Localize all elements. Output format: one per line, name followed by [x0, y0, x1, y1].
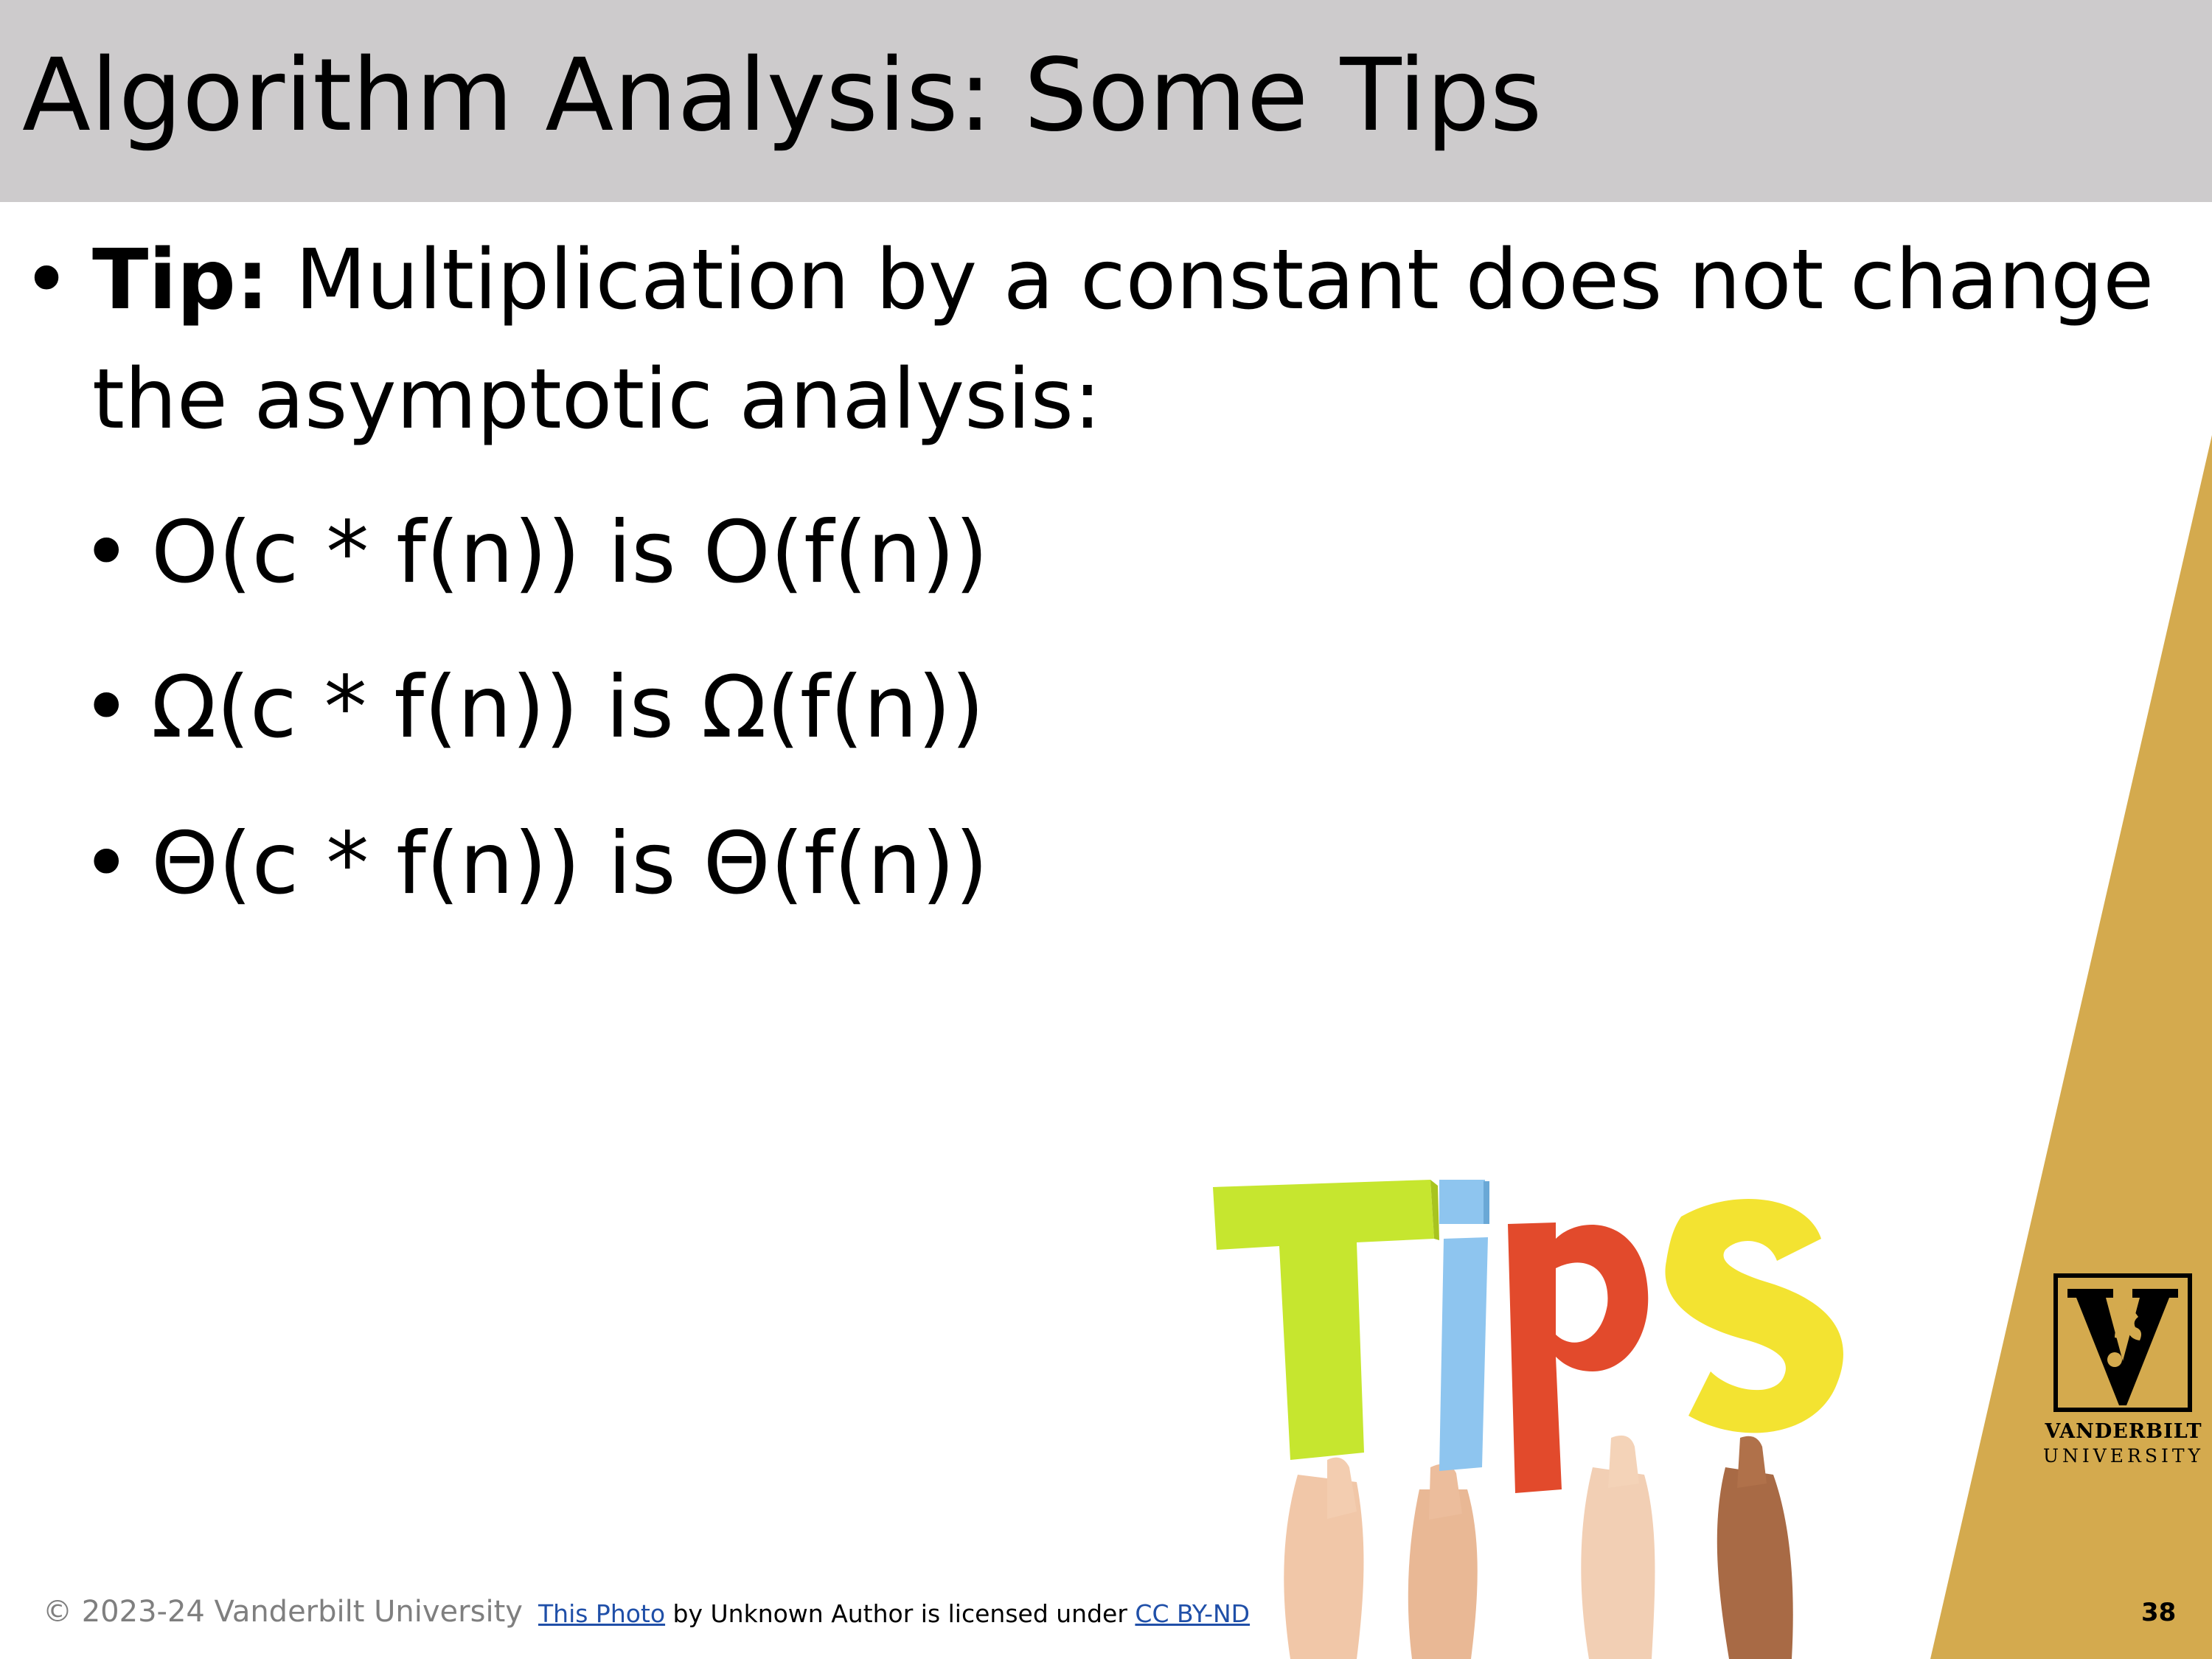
tip-text-line1: Multiplication by a constant does not ch…	[268, 232, 2154, 328]
sub-bullet-big-o: • O(c * f(n)) is O(f(n))	[81, 494, 988, 612]
sub-bullet-text: Ω(c * f(n)) is Ω(f(n))	[151, 658, 984, 757]
photo-credit: This Photo by Unknown Author is licensed…	[538, 1597, 1250, 1631]
sub-bullet-omega: • Ω(c * f(n)) is Ω(f(n))	[81, 649, 984, 767]
main-bullet: • Tip: Multiplication by a constant does …	[22, 221, 2154, 339]
tips-photo: T	[1213, 1180, 1843, 1659]
title-bar	[0, 0, 2212, 202]
footer-copyright: © 2023-24 Vanderbilt University	[43, 1595, 523, 1629]
sub-bullet-glyph: •	[81, 503, 132, 602]
sub-bullet-text: O(c * f(n)) is O(f(n))	[151, 503, 989, 602]
sub-bullet-glyph: •	[81, 658, 132, 757]
tip-text-line2: the asymptotic analysis:	[92, 352, 1102, 448]
credit-middle-text: by Unknown Author is licensed under	[665, 1599, 1135, 1628]
page-number: 38	[2141, 1598, 2177, 1627]
sub-bullet-glyph: •	[81, 814, 132, 914]
letter-t	[1213, 1180, 1439, 1460]
sub-bullet-theta: • Θ(c * f(n)) is Θ(f(n))	[81, 805, 988, 923]
letter-p	[1508, 1222, 1649, 1493]
vanderbilt-logo	[2053, 1273, 2192, 1412]
logo-text-university: UNIVERSITY	[2042, 1445, 2205, 1467]
sub-bullet-text: Θ(c * f(n)) is Θ(f(n))	[151, 814, 989, 914]
logo-text-vanderbilt: VANDERBILT	[2045, 1420, 2202, 1443]
letter-i	[1439, 1180, 1489, 1471]
slide-title: Algorithm Analysis: Some Tips	[22, 38, 1543, 154]
tip-label: Tip:	[92, 232, 269, 328]
bullet-glyph: •	[22, 232, 72, 328]
letter-s	[1665, 1199, 1843, 1433]
license-link[interactable]: CC BY-ND	[1135, 1599, 1251, 1628]
hands-illustration	[1284, 1435, 1793, 1659]
photo-link[interactable]: This Photo	[538, 1599, 666, 1628]
